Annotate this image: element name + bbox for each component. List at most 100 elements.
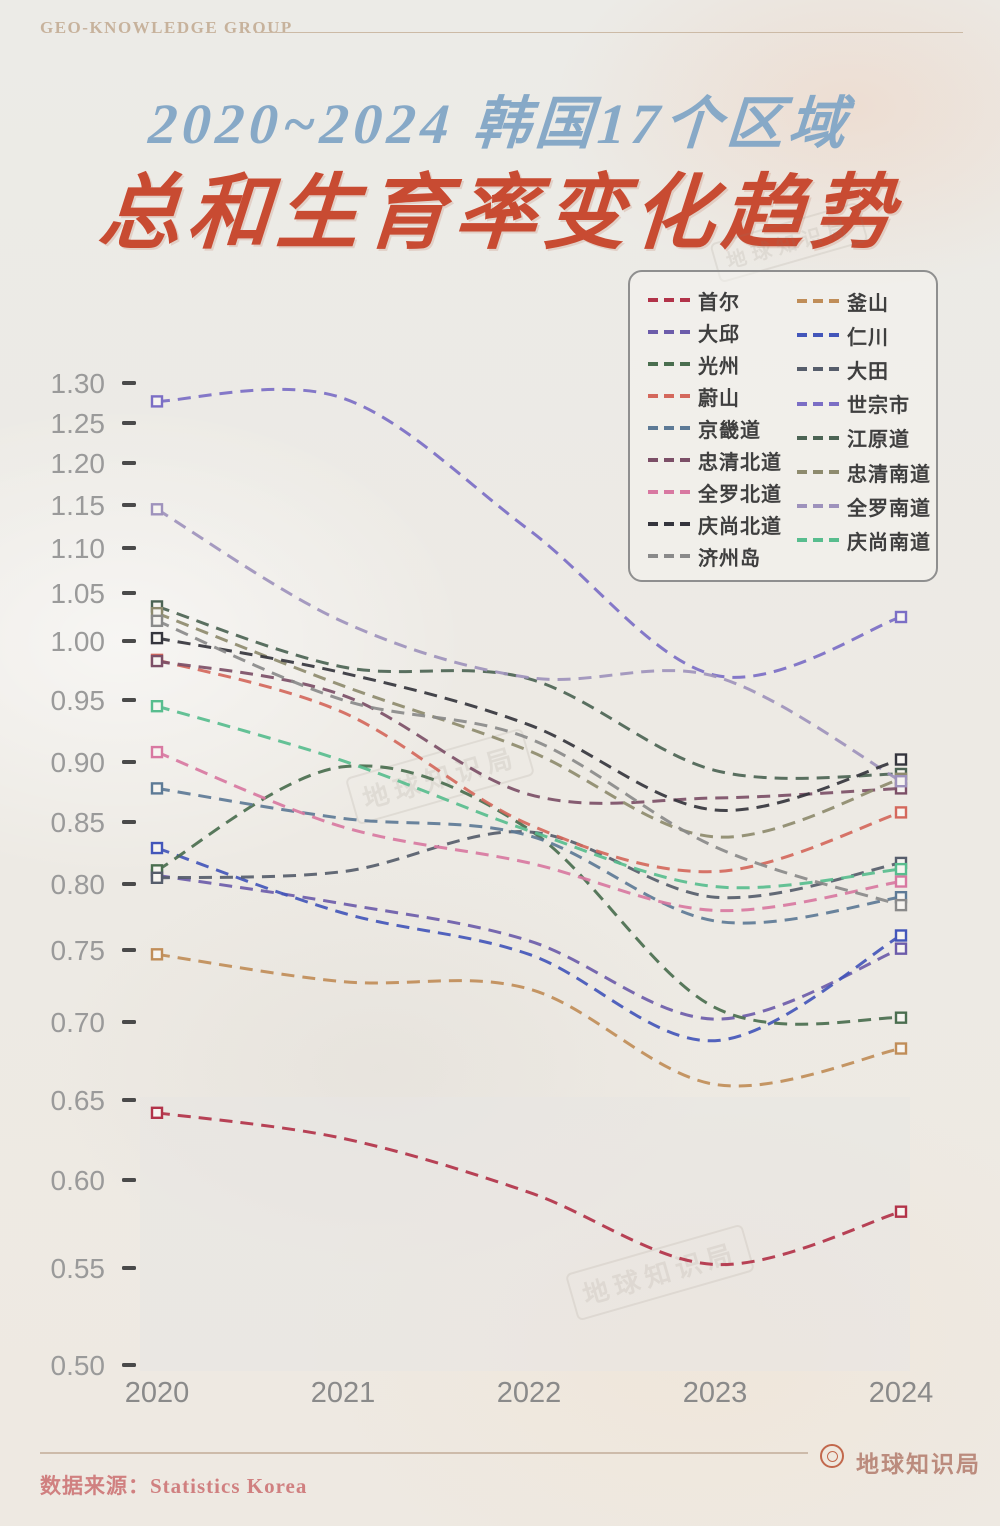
y-axis-tick-label: 0.75 [51,935,106,966]
y-axis-tick-mark [122,1266,136,1270]
series-endpoint-marker-jeonbuk [150,745,164,759]
y-axis-tick-mark [122,1363,136,1367]
series-endpoint-marker-jeonnam [150,503,164,516]
legend-label-jeonbuk: 全罗北道 [698,483,782,506]
footer-logo-text: 地球知识局 [856,1452,981,1477]
legend-label-gwangju: 光州 [698,355,740,378]
legend-dash-swatch-daejeon [796,367,845,372]
y-axis-tick-mark [122,948,136,952]
legend-dash-swatch-jeonnam [796,504,845,509]
series-endpoint-marker-gyeongbuk [150,631,164,645]
x-axis-label: 2023 [683,1377,748,1409]
series-line-gwangju [156,764,902,1026]
legend-item-jeonbuk: 全罗北道 [648,476,797,508]
legend-label-jeonnam: 全罗南道 [846,497,931,520]
series-line-incheon [156,846,902,1043]
y-axis-tick-mark [122,591,136,595]
series-line-seoul [156,1111,902,1267]
legend-item-daegu: 大邱 [648,316,797,348]
legend-label-sejong: 世宗市 [846,395,910,418]
legend-label-chungnam: 忠清南道 [846,463,931,486]
y-axis-tick-label: 0.80 [51,869,106,900]
series-endpoint-marker-seoul [894,1205,908,1218]
legend-item-gangwon: 江原道 [796,421,936,455]
series-line-gangwon [156,604,902,780]
y-axis-tick-label: 0.55 [51,1253,106,1284]
series-line-chungbuk [156,659,902,805]
y-axis-tick-mark [122,546,136,550]
legend-item-jeju: 济州岛 [648,540,797,572]
series-line-jeonbuk [156,750,902,913]
series-endpoint-marker-jeju [894,898,908,912]
legend-label-gyeonggi: 京畿道 [698,419,761,442]
series-line-busan [156,952,902,1088]
series-line-sejong [156,387,902,679]
series-endpoint-marker-ulsan [894,806,908,819]
background-texture-block [140,1097,910,1371]
y-axis-tick-label: 0.70 [51,1007,106,1038]
y-axis-tick-mark [122,1020,136,1024]
footer-rule [40,1452,808,1454]
legend-label-ulsan: 蔚山 [698,387,740,410]
legend-dash-swatch-gyeongnam [796,538,845,543]
legend-item-incheon: 仁川 [796,318,936,352]
y-axis-tick-mark [122,421,136,425]
legend-item-gyeonggi: 京畿道 [648,412,797,444]
legend-item-gyeongbuk: 庆尚北道 [648,508,797,540]
y-axis-tick-mark [122,639,136,643]
y-axis-tick-label: 0.95 [51,685,106,716]
series-endpoint-marker-busan [150,948,164,961]
legend-dash-swatch-seoul [648,298,696,302]
legend-box: 首尔 大邱光州蔚山京畿道忠清北道全罗北道 庆尚北道 济州岛 釜山仁川大田世宗市江原道忠… [628,270,938,582]
y-axis-tick-label: 1.25 [51,408,106,439]
series-endpoint-marker-incheon [150,841,164,855]
series-endpoint-marker-jeju [150,614,164,628]
y-axis-tick-mark [122,461,136,465]
legend-item-ulsan: 蔚山 [648,380,797,412]
y-axis-tick-mark [122,381,136,385]
legend-item-gyeongnam: 庆尚南道 [796,523,936,557]
series-endpoint-marker-incheon [894,929,908,942]
series-endpoint-marker-gyeonggi [150,782,164,795]
y-axis-tick-label: 1.10 [51,533,106,564]
y-axis-tick-mark [122,503,136,507]
series-line-jeonnam [156,508,902,783]
series-line-daegu [156,873,902,1021]
legend-column-left: 首尔 大邱光州蔚山京畿道忠清北道全罗北道 庆尚北道 济州岛 [648,284,797,572]
legend-dash-swatch-jeonbuk [648,490,696,494]
y-axis-tick-label: 0.65 [51,1085,106,1116]
series-endpoint-marker-jeonnam [894,775,908,788]
legend-label-seoul: 首尔 [698,291,740,314]
legend-label-incheon: 仁川 [846,326,889,349]
globe-logo-icon [820,1444,844,1468]
y-axis-tick-label: 1.05 [51,578,106,609]
series-endpoint-marker-gwangju [894,1011,908,1024]
legend-label-chungbuk: 忠清北道 [698,451,782,474]
series-line-daejeon [156,830,902,900]
legend-dash-swatch-gyeonggi [648,426,696,430]
legend-dash-swatch-gyeongbuk [648,522,696,526]
series-line-gyeonggi [156,786,902,925]
legend-item-sejong: 世宗市 [796,387,936,421]
legend-dash-swatch-chungbuk [648,458,696,462]
series-endpoint-marker-daejeon [150,871,164,884]
legend-item-gwangju: 光州 [648,348,797,380]
series-line-chungnam [156,611,902,839]
series-endpoint-marker-sejong [150,395,164,408]
series-endpoint-marker-daegu [894,942,908,955]
y-axis-tick-label: 1.15 [51,490,106,521]
y-axis-tick-mark [122,698,136,702]
series-endpoint-marker-gyeongnam [894,862,908,876]
legend-dash-swatch-incheon [796,333,845,338]
legend-item-chungbuk: 忠清北道 [648,444,797,476]
legend-dash-swatch-ulsan [648,394,696,398]
legend-label-gyeongnam: 庆尚南道 [846,531,931,554]
y-axis-tick-label: 0.85 [51,807,106,838]
legend-item-chungnam: 忠清南道 [796,455,936,489]
legend-dash-swatch-jeju [648,554,696,558]
legend-item-daejeon: 大田 [796,352,936,386]
y-axis-tick-label: 0.50 [51,1350,106,1381]
data-source-text: 数据来源：Statistics Korea [40,1474,308,1498]
legend-item-busan: 釜山 [796,284,936,318]
